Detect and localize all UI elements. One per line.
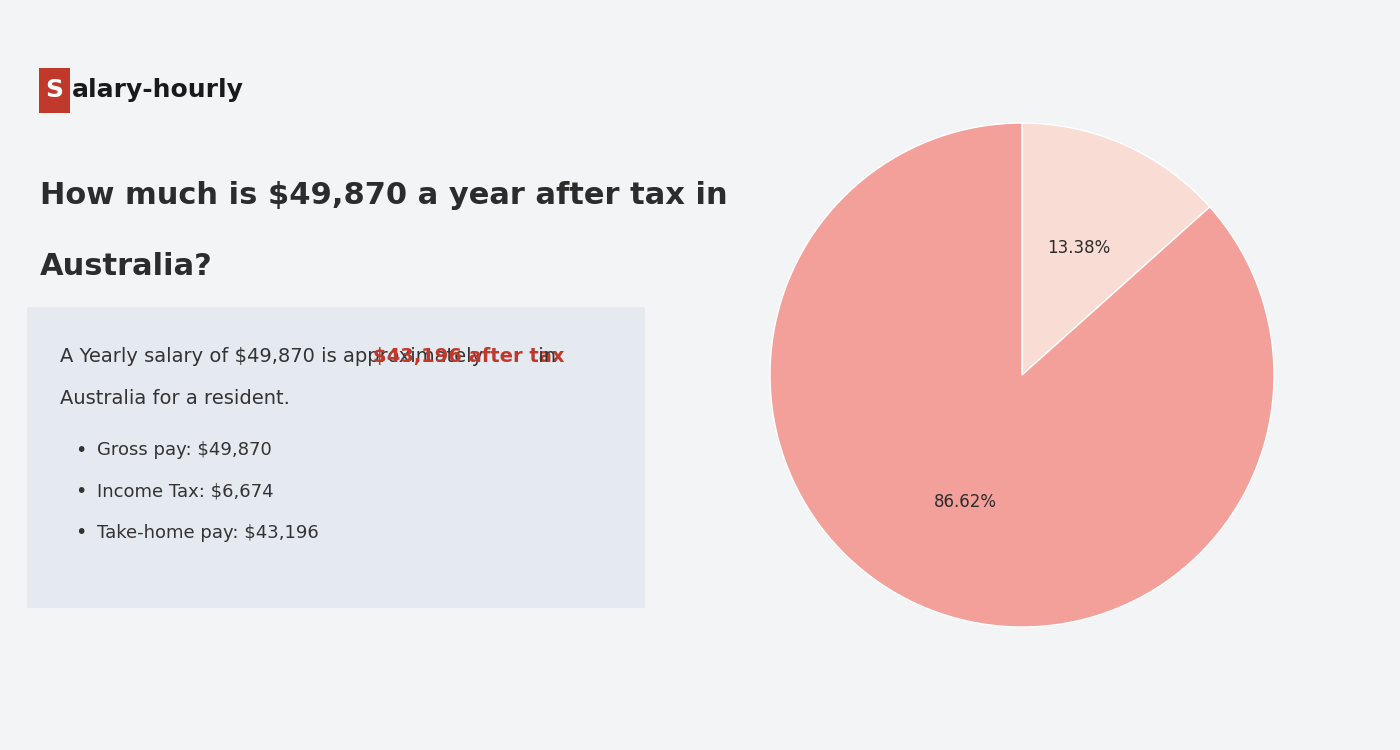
Text: Take-home pay: $43,196: Take-home pay: $43,196 <box>98 524 319 542</box>
Text: Income Tax: $6,674: Income Tax: $6,674 <box>98 482 274 500</box>
Text: Australia for a resident.: Australia for a resident. <box>60 389 290 409</box>
FancyBboxPatch shape <box>39 68 70 112</box>
Wedge shape <box>770 123 1274 627</box>
Text: 13.38%: 13.38% <box>1047 239 1110 257</box>
Text: •: • <box>76 482 87 501</box>
Text: •: • <box>76 523 87 542</box>
Text: $43,196 after tax: $43,196 after tax <box>372 346 564 366</box>
Text: Australia?: Australia? <box>41 252 213 280</box>
Wedge shape <box>1022 123 1210 375</box>
Text: in: in <box>532 346 556 366</box>
Text: 86.62%: 86.62% <box>934 493 997 511</box>
Text: How much is $49,870 a year after tax in: How much is $49,870 a year after tax in <box>41 181 728 209</box>
Legend: Income Tax, Take-home Pay: Income Tax, Take-home Pay <box>620 0 941 4</box>
Text: Gross pay: $49,870: Gross pay: $49,870 <box>98 441 272 459</box>
FancyBboxPatch shape <box>27 308 645 608</box>
Text: •: • <box>76 440 87 460</box>
Text: S: S <box>45 78 63 102</box>
Text: alary-hourly: alary-hourly <box>71 78 244 102</box>
Text: A Yearly salary of $49,870 is approximately: A Yearly salary of $49,870 is approximat… <box>60 346 490 366</box>
